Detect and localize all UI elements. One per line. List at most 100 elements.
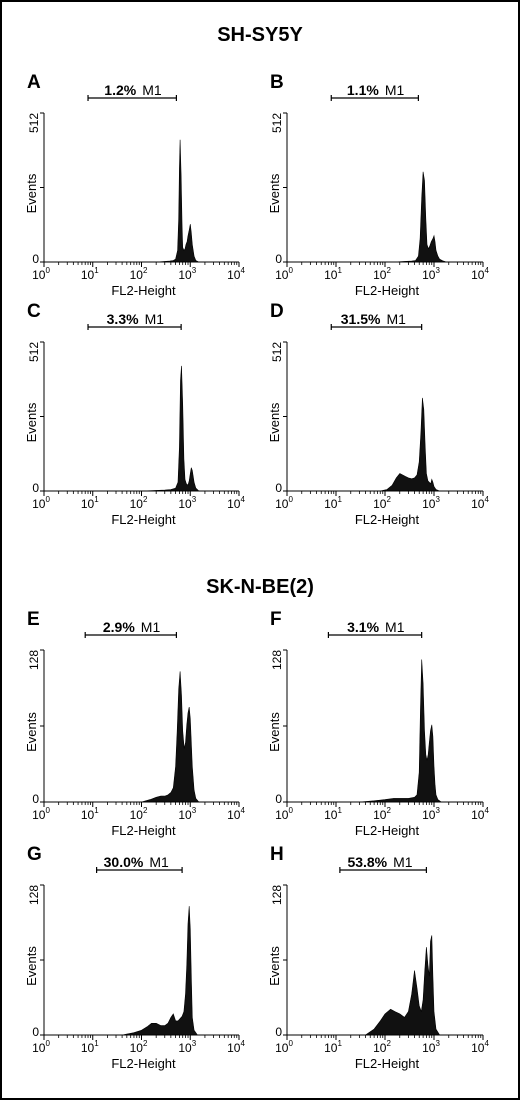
x-tick-label: 101 [81,495,99,511]
gate-marker-m1: 30.0% M1 [96,854,183,873]
y-tick-label: 512 [27,113,41,133]
y-tick-label: 0 [275,1025,282,1039]
gate-percent-label: 53.8% [347,854,387,870]
x-tick-label: 103 [178,806,196,822]
y-axis-label: Events [24,712,39,752]
x-tick-label: 104 [227,495,245,511]
x-tick-label: 103 [178,495,196,511]
y-axis-label: Events [24,946,39,986]
y-tick-label: 512 [270,342,284,362]
y-tick-label: 0 [32,481,39,495]
x-axis-label: FL2-Height [355,512,420,527]
gate-marker-m1: 53.8% M1 [339,854,428,873]
histogram-panel-a: A 512 0 Events 100 101 102 103 104 FL2-Height 1.2%… [24,72,245,298]
x-tick-label: 104 [227,806,245,822]
y-tick-label: 128 [27,650,41,670]
gate-percent-label: 3.3% [107,311,139,327]
y-tick-label: 128 [27,885,41,905]
section-title-sh-sy5y: SH-SY5Y [217,24,303,46]
panel-letter: G [27,844,42,865]
x-tick-label: 104 [471,806,489,822]
x-tick-label: 100 [275,806,293,822]
x-axis-label: FL2-Height [111,1056,176,1071]
y-axis-label: Events [267,946,282,986]
y-axis-label: Events [267,712,282,752]
x-tick-label: 100 [32,806,50,822]
x-tick-label: 102 [130,1039,148,1055]
x-tick-label: 100 [32,1039,50,1055]
y-axis-label: Events [267,402,282,442]
x-tick-label: 103 [422,1039,440,1055]
gate-name-label: M1 [142,82,162,98]
gate-percent-label: 2.9% [103,619,135,635]
histogram-area [122,906,198,1036]
panel-letter: B [270,72,284,93]
y-axis-label: Events [24,173,39,213]
histogram-area [141,365,200,492]
gate-marker-m1: 1.2% M1 [87,82,178,101]
histogram-area [141,671,200,803]
histogram-panel-c: C 512 0 Events 100 101 102 103 104 FL2-Height 3.3%… [24,301,245,527]
x-tick-label: 101 [324,806,342,822]
y-tick-label: 0 [32,1025,39,1039]
histogram-panel-f: F 128 0 Events 100 101 102 103 104 FL2-Height 3.1%… [267,609,489,838]
x-axis-label: FL2-Height [111,512,176,527]
x-tick-label: 104 [227,1039,245,1055]
gate-name-label: M1 [145,311,165,327]
x-tick-label: 102 [373,266,391,282]
x-tick-label: 102 [130,806,148,822]
histogram-panel-d: D 512 0 Events 100 101 102 103 104 FL2-Height 31.5… [267,301,489,527]
histogram-panel-h: H 128 0 Events 100 101 102 103 104 FL2-Height 53.8… [267,844,489,1071]
y-tick-label: 128 [270,885,284,905]
gate-name-label: M1 [386,311,406,327]
histogram-area [393,171,447,263]
section-title-sk-n-be2: SK-N-BE(2) [206,576,314,598]
x-tick-label: 103 [422,266,440,282]
y-tick-label: 0 [275,252,282,266]
x-tick-label: 104 [471,266,489,282]
x-tick-label: 101 [81,266,99,282]
histogram-area [380,397,440,492]
x-tick-label: 101 [324,495,342,511]
histogram-panel-b: B 512 0 Events 100 101 102 103 104 FL2-Height 1.1%… [267,72,489,298]
y-tick-label: 512 [27,342,41,362]
histogram-panel-g: G 128 0 Events 100 101 102 103 104 FL2-Height 30.0… [24,844,245,1071]
gate-marker-m1: 3.3% M1 [87,311,182,330]
x-tick-label: 100 [275,1039,293,1055]
histogram-area [156,139,199,263]
x-tick-label: 103 [422,495,440,511]
x-tick-label: 100 [32,495,50,511]
panel-letter: A [27,72,41,93]
gate-percent-label: 31.5% [341,311,381,327]
y-tick-label: 0 [275,481,282,495]
gate-name-label: M1 [141,619,161,635]
x-tick-label: 104 [471,1039,489,1055]
gate-marker-m1: 31.5% M1 [330,311,423,330]
y-axis-label: Events [267,173,282,213]
x-tick-label: 101 [81,806,99,822]
x-tick-label: 102 [373,1039,391,1055]
gate-percent-label: 3.1% [347,619,379,635]
x-tick-label: 104 [471,495,489,511]
x-tick-label: 104 [227,266,245,282]
panel-letter: E [27,609,40,630]
x-axis-label: FL2-Height [355,283,420,298]
x-tick-label: 103 [178,266,196,282]
histogram-panels: A 512 0 Events 100 101 102 103 104 FL2-Height 1.2%… [24,72,489,1071]
y-tick-label: 0 [275,792,282,806]
panel-letter: D [270,301,284,322]
panel-letter: H [270,844,284,865]
y-tick-label: 0 [32,252,39,266]
x-tick-label: 102 [373,806,391,822]
gate-name-label: M1 [385,619,405,635]
x-tick-label: 102 [130,266,148,282]
x-tick-label: 102 [130,495,148,511]
gate-name-label: M1 [149,854,169,870]
y-axis-label: Events [24,402,39,442]
x-tick-label: 100 [32,266,50,282]
gate-name-label: M1 [385,82,405,98]
x-axis-label: FL2-Height [111,283,176,298]
panel-letter: F [270,609,282,630]
x-tick-label: 101 [81,1039,99,1055]
